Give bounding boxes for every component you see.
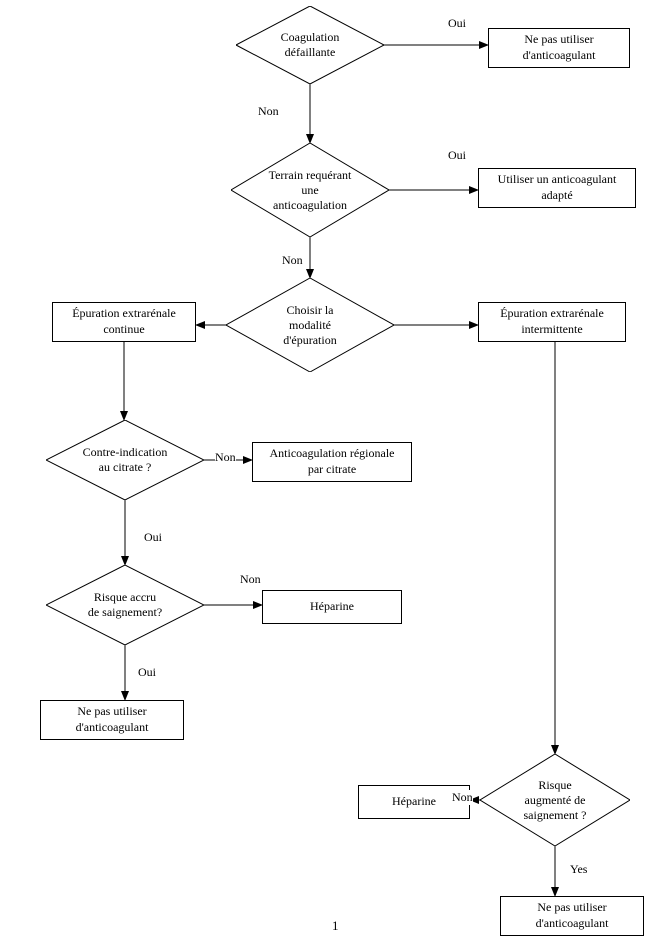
edge-label-l10: Yes: [570, 862, 587, 877]
edge-label-l9: Non: [452, 790, 473, 805]
decision-d5-label: Risque accru de saignement?: [46, 565, 204, 645]
box-r4: Épuration extrarénale intermittente: [478, 302, 626, 342]
edge-label-l8: Oui: [138, 665, 156, 680]
box-r6: Héparine: [262, 590, 402, 624]
decision-d4: Contre-indication au citrate ?: [46, 420, 204, 500]
edge-label-l5: Non: [215, 450, 236, 465]
edge-label-l2: Non: [258, 104, 279, 119]
edge-label-l7: Non: [240, 572, 261, 587]
edge-label-l4: Non: [282, 253, 303, 268]
decision-d1-label: Coagulation défaillante: [236, 6, 384, 84]
decision-d5: Risque accru de saignement?: [46, 565, 204, 645]
decision-d3-label: Choisir la modalité d'épuration: [226, 278, 394, 372]
decision-d6-label: Risque augmenté de saignement ?: [480, 754, 630, 846]
decision-d1: Coagulation défaillante: [236, 6, 384, 84]
box-r3: Épuration extrarénale continue: [52, 302, 196, 342]
page-number: 1: [332, 918, 339, 934]
box-r1: Ne pas utiliser d'anticoagulant: [488, 28, 630, 68]
decision-d6: Risque augmenté de saignement ?: [480, 754, 630, 846]
box-r7: Ne pas utiliser d'anticoagulant: [40, 700, 184, 740]
edge-label-l6: Oui: [144, 530, 162, 545]
edge-label-l3: Oui: [448, 148, 466, 163]
edge-label-l1: Oui: [448, 16, 466, 31]
box-r5: Anticoagulation régionale par citrate: [252, 442, 412, 482]
box-r2: Utiliser un anticoagulant adapté: [478, 168, 636, 208]
decision-d4-label: Contre-indication au citrate ?: [46, 420, 204, 500]
decision-d3: Choisir la modalité d'épuration: [226, 278, 394, 372]
box-r9: Ne pas utiliser d'anticoagulant: [500, 896, 644, 936]
decision-d2: Terrain requérant une anticoagulation: [231, 143, 389, 237]
decision-d2-label: Terrain requérant une anticoagulation: [231, 143, 389, 237]
